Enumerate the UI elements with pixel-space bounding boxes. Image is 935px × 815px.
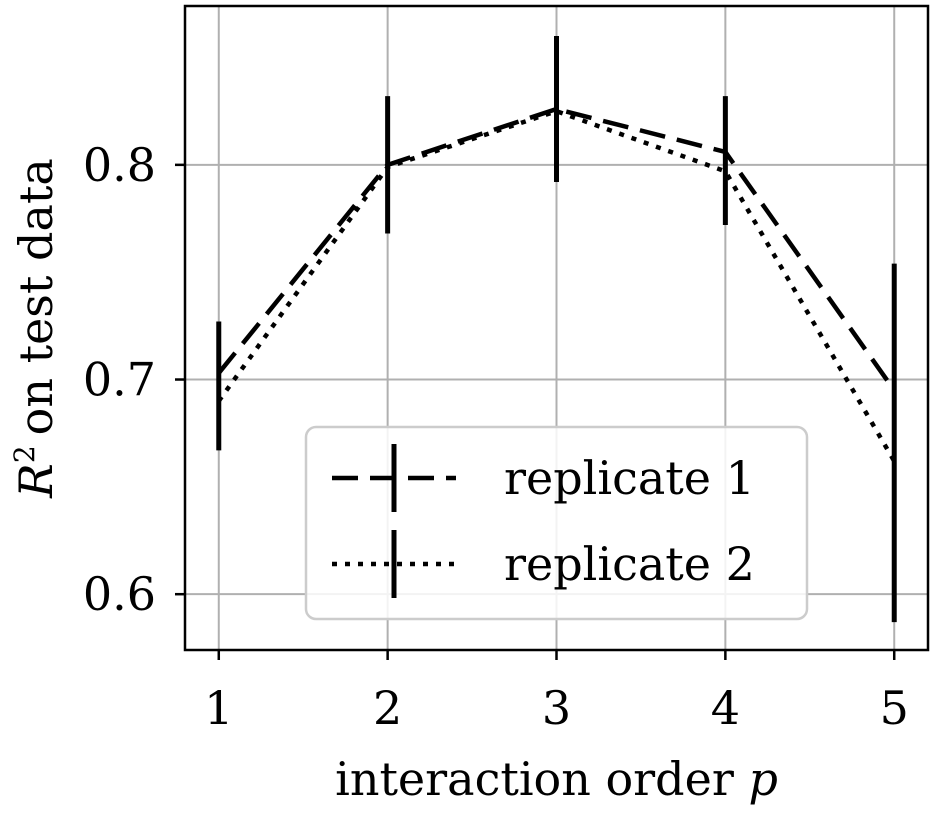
x-tick-label: 1: [204, 681, 233, 735]
x-tick-label: 3: [542, 681, 571, 735]
x-tick-label: 4: [711, 681, 740, 735]
y-tick-label: 0.7: [83, 353, 156, 407]
legend-label: replicate 1: [504, 451, 755, 505]
legend-label: replicate 2: [504, 537, 755, 591]
x-axis-label: interaction order p: [335, 752, 778, 806]
y-axis-label-superscript: 2: [8, 445, 41, 463]
x-axis-ticks: 1 2 3 4 5: [204, 650, 909, 735]
y-tick-label: 0.6: [83, 567, 156, 621]
y-axis-label-variable: R: [9, 463, 63, 499]
x-axis-label-variable: p: [748, 752, 777, 806]
legend: replicate 1 replicate 2: [304, 425, 809, 621]
x-axis-label-text: interaction order: [335, 752, 748, 806]
y-axis-label-text: on test data: [9, 158, 63, 435]
y-axis-ticks: 0.6 0.7 0.8: [83, 138, 185, 621]
errorbar-layer: [216, 36, 897, 623]
x-tick-label: 5: [880, 681, 909, 735]
x-tick-label: 2: [373, 681, 402, 735]
series-line-2: [216, 108, 897, 463]
series-layer: [216, 106, 897, 463]
y-tick-label: 0.8: [83, 138, 156, 192]
legend-box: [304, 425, 809, 621]
y-axis-label: R2 on test data: [8, 158, 63, 499]
